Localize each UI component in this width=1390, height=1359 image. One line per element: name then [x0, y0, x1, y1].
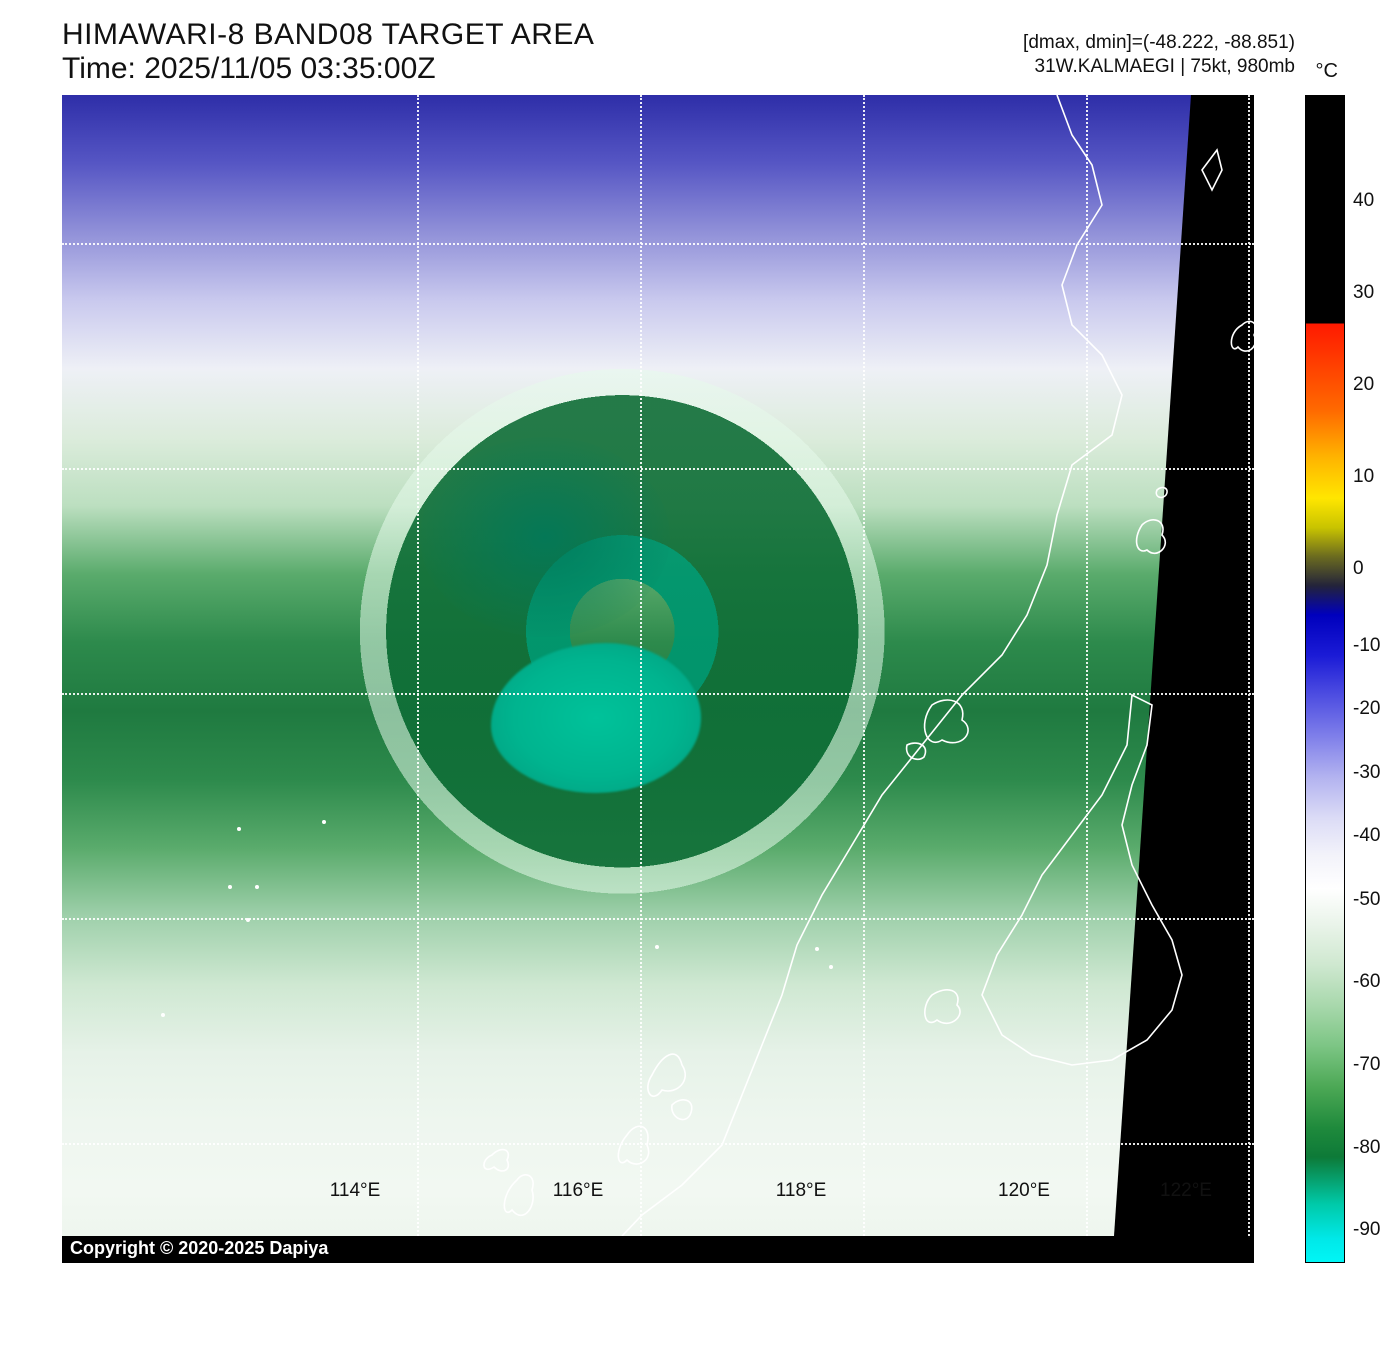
gridline-latitude-14	[62, 468, 1254, 470]
cb-tick-neg90: -90	[1353, 1219, 1380, 1241]
lon-label-122e: 122°E	[1146, 1180, 1226, 1202]
island-marker	[161, 1013, 165, 1017]
lon-label-120e: 120°E	[984, 1180, 1064, 1202]
gridline-longitude-116	[640, 95, 642, 1263]
satellite-image-panel[interactable]: Copyright © 2020-2025 Dapiya	[62, 95, 1254, 1263]
island-marker	[655, 945, 659, 949]
cb-tick-0: 0	[1353, 558, 1364, 580]
lon-label-116e: 116°E	[538, 1180, 618, 1202]
cb-tick-neg50: -50	[1353, 889, 1380, 911]
gridline-latitude-10	[62, 918, 1254, 920]
copyright-label: Copyright © 2020-2025 Dapiya	[70, 1238, 328, 1259]
cb-tick-neg80: -80	[1353, 1137, 1380, 1159]
copyright-bar: Copyright © 2020-2025 Dapiya	[62, 1236, 1254, 1263]
dmax-dmin-label: [dmax, dmin]=(-48.222, -88.851)	[1023, 32, 1295, 54]
gridline-longitude-114	[417, 95, 419, 1263]
gridline-latitude-12	[62, 693, 1254, 695]
island-marker	[228, 885, 232, 889]
page-subtitle-time: Time: 2025/11/05 03:35:00Z	[62, 52, 436, 86]
cb-tick-20: 20	[1353, 374, 1374, 396]
cb-tick-30: 30	[1353, 282, 1374, 304]
colorbar-widget[interactable]: 40 30 20 10 0 -10 -20 -30 -40 -50 -60 -7…	[1305, 95, 1345, 1263]
colorbar-gradient	[1305, 95, 1345, 1263]
page-title: HIMAWARI-8 BAND08 TARGET AREA	[62, 18, 594, 52]
gridline-longitude-120	[1086, 95, 1088, 1263]
gridline-longitude-118	[863, 95, 865, 1263]
island-marker	[255, 885, 259, 889]
lon-label-114e: 114°E	[315, 1180, 395, 1202]
cb-tick-neg60: -60	[1353, 971, 1380, 993]
cb-tick-neg70: -70	[1353, 1054, 1380, 1076]
cb-tick-neg30: -30	[1353, 762, 1380, 784]
gridline-longitude-122	[1248, 95, 1250, 1263]
himawari-cloud-imagery	[62, 95, 1254, 1236]
lon-label-118e: 118°E	[761, 1180, 841, 1202]
island-marker	[815, 947, 819, 951]
island-marker	[237, 827, 241, 831]
cb-tick-neg20: -20	[1353, 698, 1380, 720]
cb-tick-neg10: -10	[1353, 635, 1380, 657]
island-marker	[322, 820, 326, 824]
gridline-latitude-16	[62, 243, 1254, 245]
cb-tick-40: 40	[1353, 190, 1374, 212]
typhoon-eye-center	[491, 643, 701, 793]
gridline-latitude-8	[62, 1143, 1254, 1145]
cb-tick-10: 10	[1353, 466, 1374, 488]
cb-tick-neg40: -40	[1353, 825, 1380, 847]
storm-info-label: 31W.KALMAEGI | 75kt, 980mb	[1035, 56, 1296, 78]
colorbar-unit-label: °C	[1316, 60, 1338, 83]
satellite-map-window: HIMAWARI-8 BAND08 TARGET AREA Time: 2025…	[0, 0, 1390, 1359]
island-marker	[829, 965, 833, 969]
